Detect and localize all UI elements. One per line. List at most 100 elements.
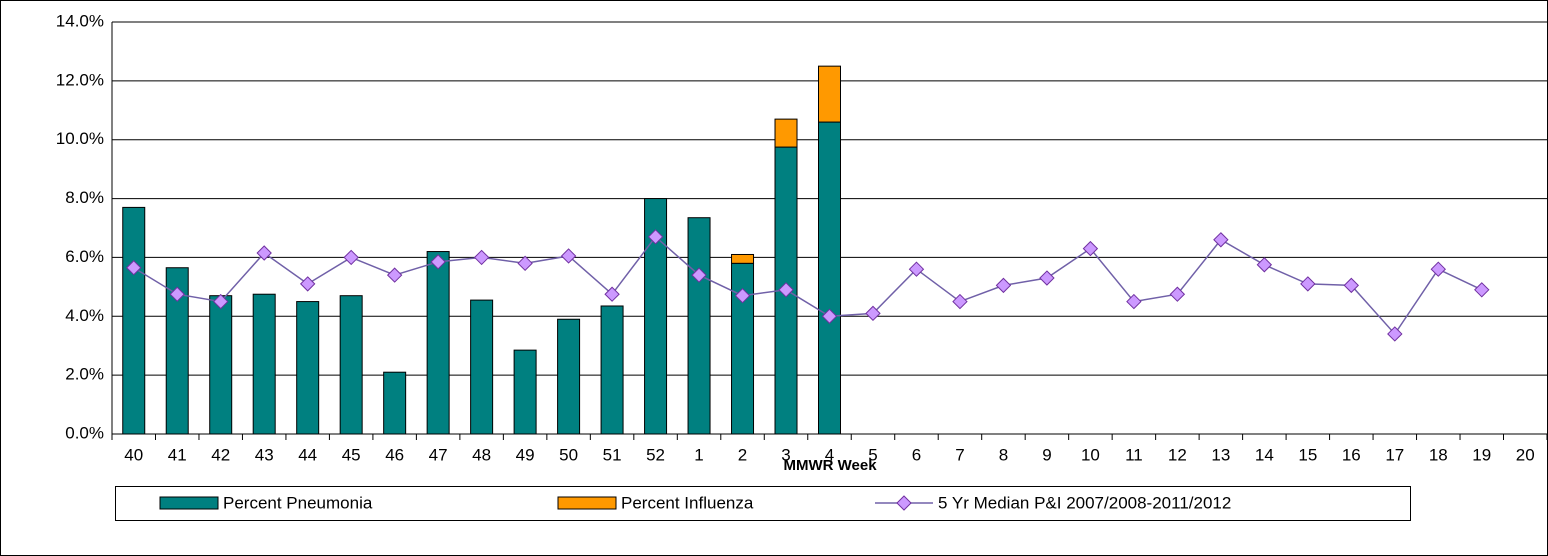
x-tick-label: 18 bbox=[1429, 445, 1448, 464]
x-tick-label: 46 bbox=[385, 445, 404, 464]
x-tick-label: 11 bbox=[1125, 445, 1143, 464]
line-marker bbox=[1126, 293, 1142, 310]
bar bbox=[644, 198, 668, 435]
line-marker bbox=[126, 260, 142, 276]
x-tick-label: 45 bbox=[342, 445, 361, 464]
line-marker bbox=[1430, 261, 1446, 277]
line-marker bbox=[299, 276, 316, 292]
x-tick-label: 20 bbox=[1516, 445, 1535, 464]
line-marker bbox=[473, 249, 490, 266]
x-axis-label: MMWR Week bbox=[783, 457, 877, 474]
y-tick-label: 10.0% bbox=[56, 129, 104, 148]
line-marker bbox=[995, 277, 1012, 294]
bar bbox=[122, 206, 146, 435]
x-tick-label: 12 bbox=[1168, 445, 1187, 464]
y-tick-label: 4.0% bbox=[65, 306, 104, 325]
x-tick-label: 3 bbox=[781, 445, 790, 464]
x-tick-label: 52 bbox=[646, 445, 665, 464]
line-marker bbox=[1474, 282, 1490, 298]
line-marker bbox=[865, 305, 881, 322]
line-marker bbox=[778, 282, 794, 298]
bar bbox=[818, 121, 841, 435]
bar bbox=[426, 251, 450, 435]
x-tick-label: 44 bbox=[298, 445, 317, 464]
x-tick-label: 42 bbox=[211, 445, 230, 464]
x-tick-label: 8 bbox=[999, 445, 1008, 464]
line-marker bbox=[1039, 270, 1055, 286]
y-tick-label: 8.0% bbox=[65, 188, 104, 207]
bar bbox=[470, 299, 494, 435]
x-tick-label: 48 bbox=[472, 445, 491, 464]
x-tick-label: 5 bbox=[868, 445, 877, 464]
bar bbox=[731, 253, 755, 264]
bar bbox=[165, 267, 189, 435]
x-tick-label: 40 bbox=[124, 445, 143, 464]
bar bbox=[818, 65, 841, 123]
x-tick-label: 10 bbox=[1081, 445, 1100, 464]
line-marker bbox=[430, 254, 446, 270]
legend-swatch bbox=[557, 496, 617, 510]
line-marker bbox=[647, 229, 664, 245]
line-marker bbox=[560, 248, 577, 264]
y-tick-label: 0.0% bbox=[65, 423, 104, 442]
legend-label: Percent Influenza bbox=[621, 493, 754, 512]
bar bbox=[774, 118, 798, 148]
legend-label: Percent Pneumonia bbox=[223, 493, 373, 512]
legend-swatch bbox=[159, 496, 219, 510]
x-tick-label: 16 bbox=[1342, 445, 1361, 464]
line-marker bbox=[1343, 277, 1360, 294]
legend-label: 5 Yr Median P&I 2007/2008-2011/2012 bbox=[938, 493, 1231, 512]
x-tick-label: 19 bbox=[1472, 445, 1491, 464]
line-marker bbox=[169, 286, 185, 302]
x-tick-label: 1 bbox=[694, 445, 703, 464]
line-marker bbox=[908, 261, 925, 277]
x-tick-label: 43 bbox=[255, 445, 274, 464]
line-marker bbox=[1387, 326, 1403, 342]
x-tick-label: 4 bbox=[825, 445, 834, 464]
bar bbox=[296, 301, 320, 435]
line-marker bbox=[1082, 240, 1099, 257]
y-tick-label: 14.0% bbox=[56, 11, 104, 30]
line-marker bbox=[1213, 232, 1229, 248]
bar bbox=[252, 293, 276, 435]
line-marker bbox=[256, 245, 272, 261]
x-tick-label: 6 bbox=[912, 445, 921, 464]
line-marker bbox=[1256, 257, 1273, 273]
y-tick-label: 12.0% bbox=[56, 70, 104, 89]
bar bbox=[557, 318, 581, 435]
x-tick-label: 14 bbox=[1255, 445, 1274, 464]
bar bbox=[600, 305, 624, 435]
line-marker bbox=[734, 287, 751, 304]
bar bbox=[209, 295, 233, 435]
y-tick-label: 2.0% bbox=[65, 365, 104, 384]
bar bbox=[339, 295, 363, 435]
x-tick-label: 7 bbox=[955, 445, 964, 464]
x-tick-label: 41 bbox=[168, 445, 187, 464]
legend-box bbox=[115, 486, 1411, 521]
x-tick-label: 15 bbox=[1298, 445, 1317, 464]
line-marker bbox=[952, 293, 968, 310]
line-marker bbox=[1169, 286, 1186, 302]
line-marker bbox=[604, 286, 620, 302]
line-marker bbox=[343, 249, 359, 266]
x-tick-label: 17 bbox=[1385, 445, 1404, 464]
line-marker bbox=[517, 255, 533, 272]
x-tick-label: 50 bbox=[559, 445, 578, 464]
line-marker bbox=[213, 293, 229, 310]
line bbox=[133, 235, 1483, 336]
bar bbox=[687, 217, 711, 435]
line-marker bbox=[691, 267, 707, 283]
line-marker bbox=[1300, 276, 1316, 292]
y-tick-label: 6.0% bbox=[65, 247, 104, 266]
x-tick-label: 51 bbox=[603, 445, 622, 464]
line-marker bbox=[386, 267, 403, 283]
x-tick-label: 49 bbox=[516, 445, 535, 464]
x-tick-label: 2 bbox=[738, 445, 747, 464]
x-tick-label: 13 bbox=[1211, 445, 1230, 464]
bar bbox=[513, 349, 537, 435]
line-marker bbox=[821, 308, 838, 324]
bar bbox=[383, 371, 407, 435]
legend-marker bbox=[896, 495, 912, 511]
